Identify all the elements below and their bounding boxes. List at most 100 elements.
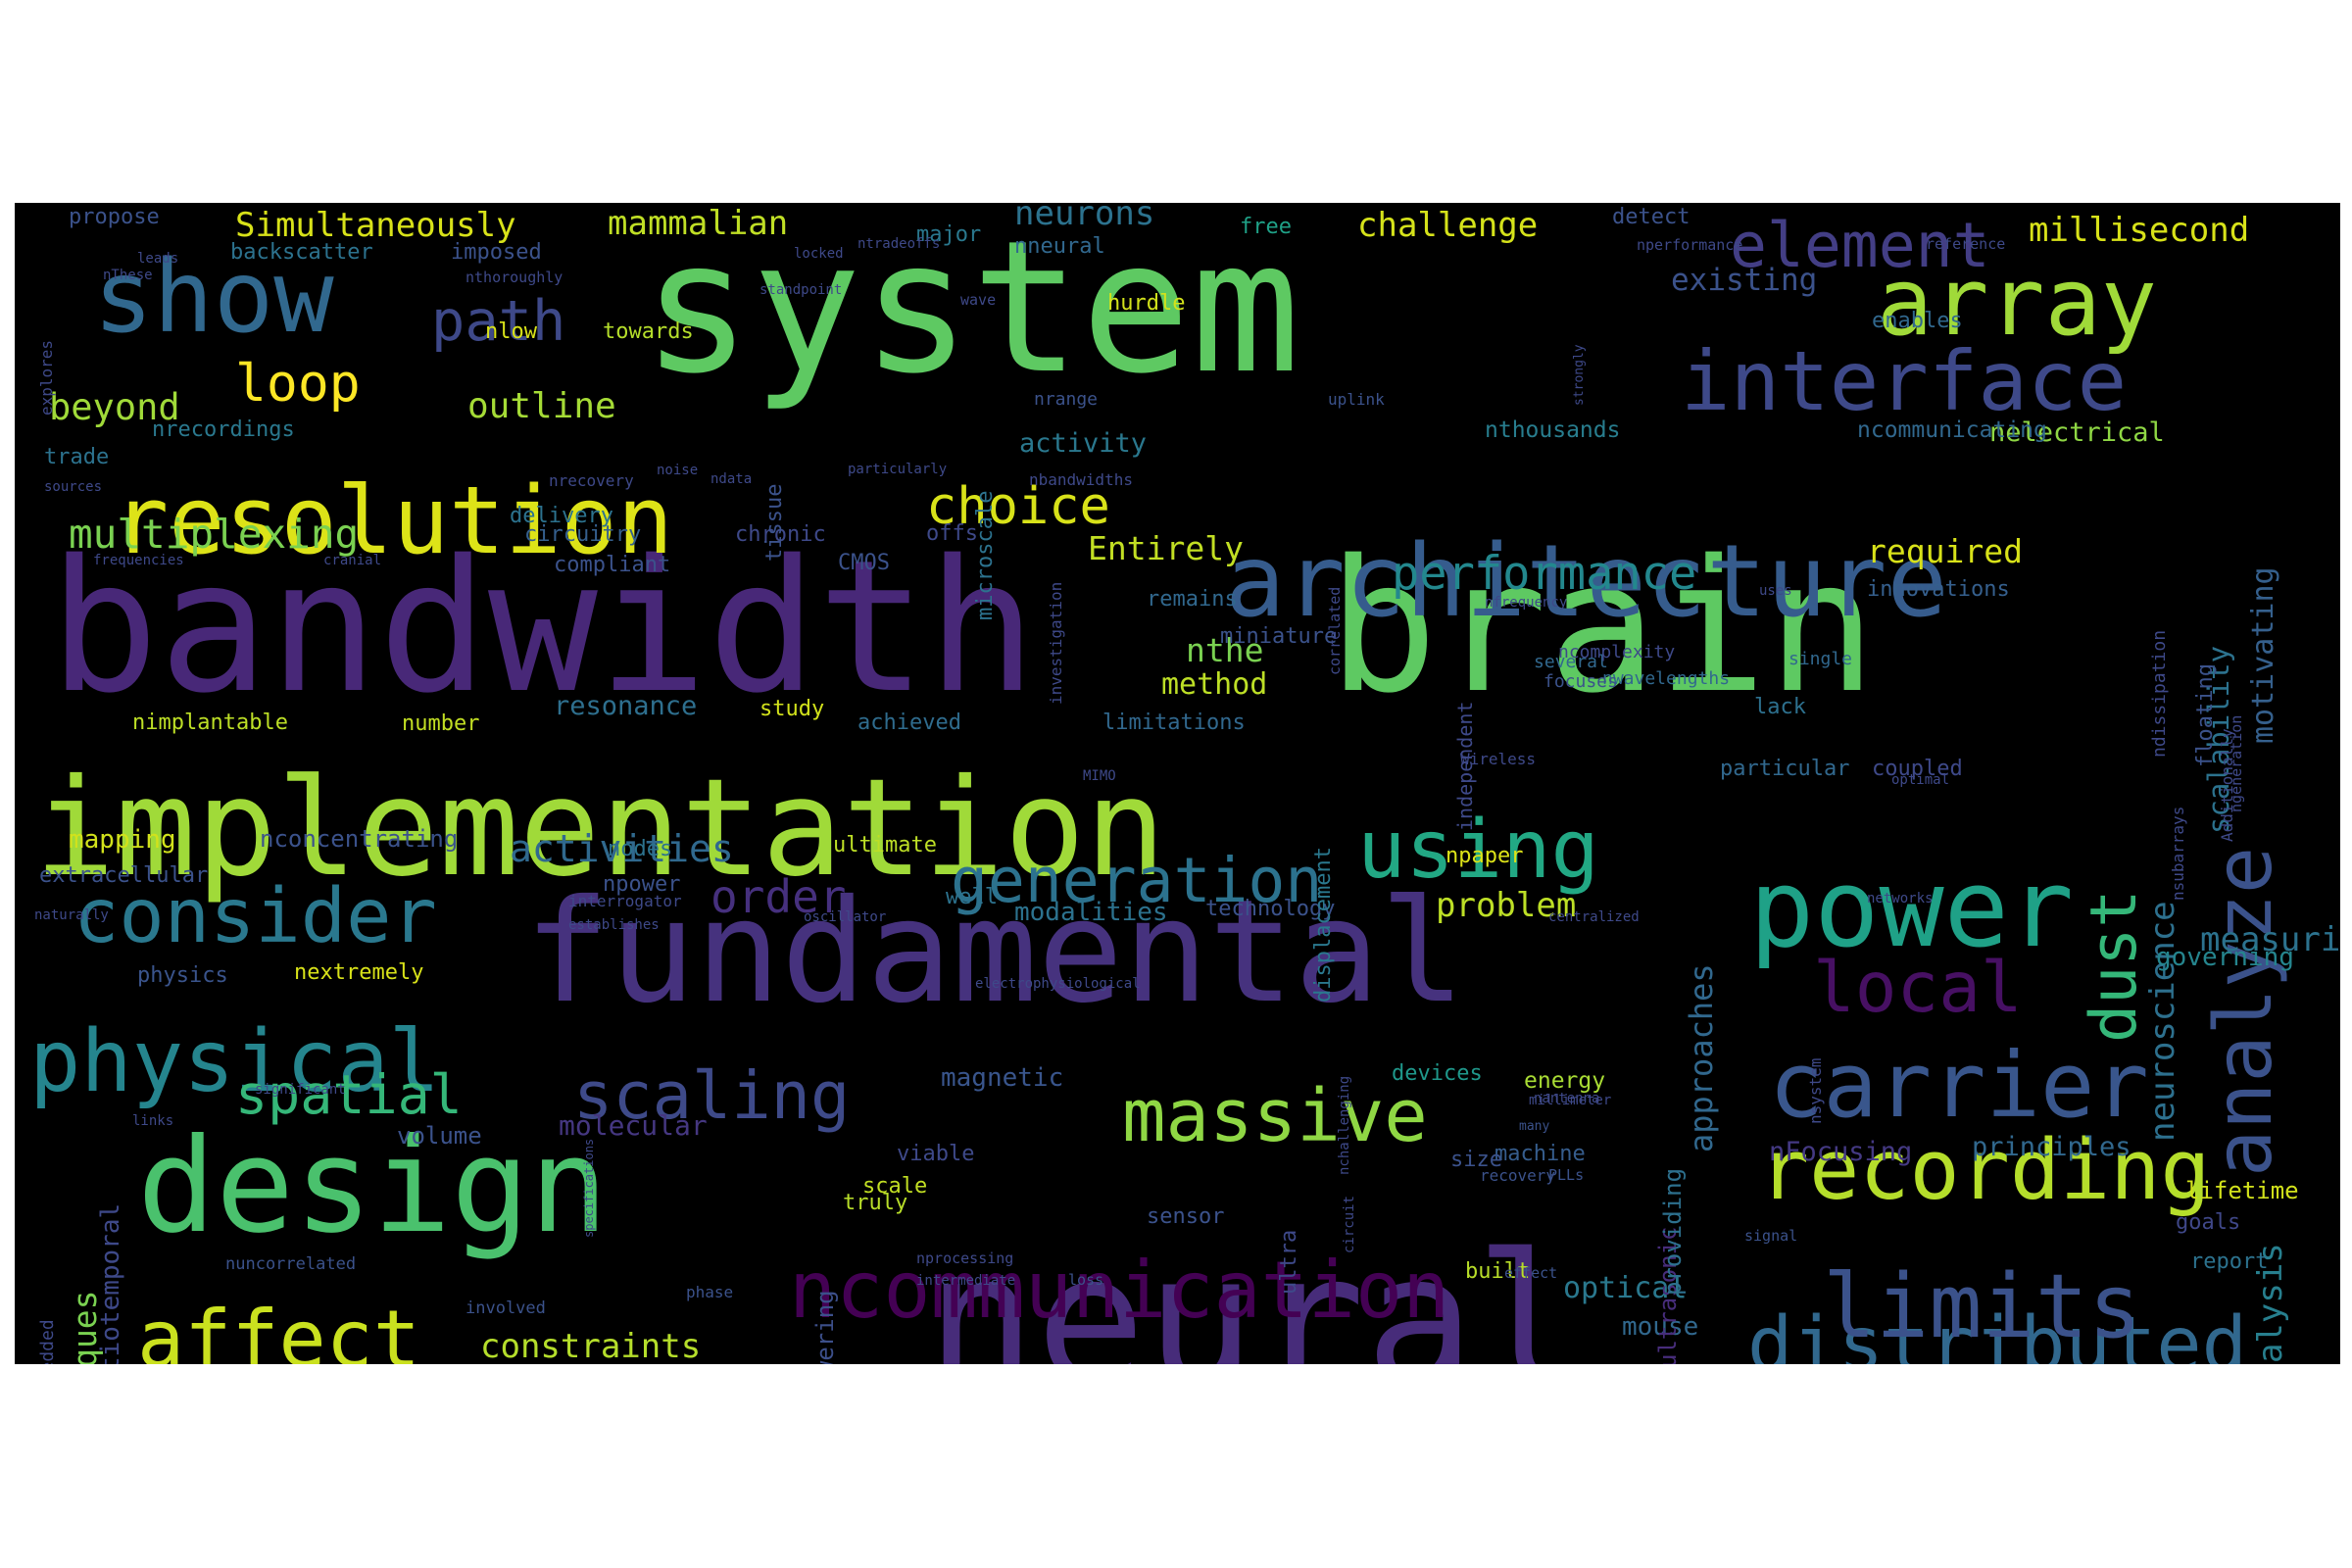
cloud-word: delivery	[510, 504, 613, 528]
cloud-word: viable	[897, 1142, 975, 1166]
cloud-word: MIMO	[1083, 768, 1116, 784]
cloud-word: remains	[1147, 587, 1238, 612]
cloud-word: npower	[603, 872, 681, 897]
cloud-word: activities	[510, 827, 734, 870]
cloud-word: built	[1465, 1259, 1531, 1284]
cloud-word: nfrequency	[1485, 595, 1568, 611]
cloud-word: Wireless	[1460, 750, 1537, 768]
cloud-word: lifetime	[2185, 1177, 2299, 1204]
cloud-word: nthoroughly	[466, 269, 564, 286]
cloud-word: order	[710, 870, 847, 923]
cloud-word: using	[1357, 804, 1599, 897]
cloud-word: nantenna	[1534, 1091, 1600, 1106]
cloud-word: millimeter	[1529, 1093, 1612, 1108]
cloud-word: loss	[1068, 1271, 1104, 1289]
cloud-word: bandwidth	[49, 520, 1037, 733]
cloud-word: physics	[137, 963, 228, 988]
cloud-word: ngeneration	[2228, 714, 2245, 812]
cloud-word: element	[1730, 210, 1990, 281]
cloud-word: resolution	[113, 467, 673, 575]
cloud-word: spatiotemporal	[96, 1202, 125, 1364]
cloud-word: ndissipation	[2149, 630, 2170, 759]
cloud-word: nrecovery	[549, 471, 634, 490]
cloud-word: intermediate	[916, 1273, 1016, 1289]
cloud-word: electrophysiological	[975, 976, 1141, 992]
cloud-word: path	[431, 289, 566, 354]
cloud-word: required	[1867, 532, 2023, 570]
cloud-word: nextremely	[294, 960, 424, 985]
cloud-word: ndata	[710, 471, 753, 487]
cloud-word: activity	[1019, 428, 1148, 459]
cloud-word: show	[93, 239, 334, 356]
cloud-word: energy	[1524, 1068, 1606, 1094]
cloud-word: affect	[137, 1294, 420, 1365]
cloud-word: constraints	[480, 1327, 702, 1364]
cloud-word: npaper	[1446, 844, 1524, 868]
cloud-word: loop	[235, 354, 361, 414]
cloud-word: microscale	[973, 490, 998, 620]
cloud-word: nwavelengths	[1602, 668, 1731, 689]
cloud-word: displacement	[1311, 846, 1336, 1003]
cloud-word: particularly	[848, 462, 948, 477]
cloud-word: nThese	[103, 268, 153, 283]
cloud-word: design	[137, 1111, 609, 1262]
cloud-word: governing	[2156, 943, 2294, 972]
cloud-word: choice	[926, 477, 1110, 536]
cloud-word: investigation	[1047, 581, 1065, 705]
cloud-word: magnetic	[941, 1063, 1064, 1093]
cloud-word: problem	[1436, 886, 1577, 925]
cloud-word: nconcentrating	[260, 825, 459, 853]
cloud-word: nelectrical	[1989, 417, 2165, 448]
cloud-word: interface	[1681, 333, 2128, 429]
cloud-word: limits	[1823, 1255, 2142, 1358]
cloud-word: PLLs	[1548, 1166, 1585, 1184]
cloud-word: nbandwidths	[1029, 470, 1133, 489]
cloud-word: truly	[843, 1191, 908, 1215]
cloud-word: measuring	[2200, 920, 2340, 959]
cloud-word: wave	[960, 291, 997, 309]
cloud-word: particular	[1720, 757, 1850, 781]
cloud-word: naturally	[34, 907, 109, 923]
cloud-word: enables	[1872, 309, 1963, 333]
cloud-word: compliant	[554, 553, 671, 577]
cloud-word: motivating	[2246, 566, 2280, 744]
cloud-word: Simultaneously	[235, 206, 516, 245]
cloud-word: analyze	[2198, 846, 2289, 1177]
cloud-word: modalities	[1014, 898, 1168, 927]
cloud-word: coupled	[1872, 757, 1963, 781]
cloud-word: volume	[397, 1122, 482, 1150]
cloud-word: oscillator	[804, 909, 887, 925]
cloud-word: method	[1161, 667, 1268, 702]
cloud-word: uses	[1759, 583, 1792, 599]
cloud-word: nFocusing	[1769, 1137, 1913, 1167]
cloud-word: lack	[1754, 695, 1806, 719]
cloud-word: multiplexing	[69, 511, 360, 558]
cloud-word: specifications	[582, 1138, 596, 1238]
cloud-word: tissue	[762, 483, 787, 562]
cloud-word: ultimate	[833, 833, 937, 858]
cloud-word: nimplantable	[132, 710, 288, 735]
cloud-word: correlated	[1326, 586, 1344, 675]
cloud-word: resonance	[554, 691, 698, 721]
cloud-word: nthe	[1186, 631, 1264, 669]
cloud-word: several	[1534, 652, 1608, 672]
cloud-word: establishes	[568, 917, 660, 933]
cloud-word: noise	[657, 463, 699, 478]
cloud-word: circuit	[1342, 1196, 1357, 1254]
cloud-word: mouse	[1622, 1312, 1699, 1342]
cloud-word: Entirely	[1088, 529, 1244, 567]
cloud-word: existing	[1671, 263, 1818, 298]
cloud-word: report	[2190, 1250, 2269, 1274]
cloud-word: propose	[69, 205, 160, 229]
cloud-word: molecular	[559, 1109, 708, 1142]
cloud-word: optimal	[1891, 772, 1950, 788]
cloud-word: machine	[1494, 1142, 1586, 1166]
cloud-word: approaches	[1683, 962, 1720, 1152]
cloud-word: optical	[1563, 1271, 1688, 1305]
cloud-word: ncommunication	[789, 1245, 1450, 1336]
cloud-word: miniature	[1220, 624, 1338, 649]
cloud-word: involved	[466, 1298, 546, 1318]
cloud-word: chronic	[735, 522, 826, 547]
cloud-word: major	[916, 222, 982, 247]
cloud-word: nrange	[1034, 389, 1099, 410]
